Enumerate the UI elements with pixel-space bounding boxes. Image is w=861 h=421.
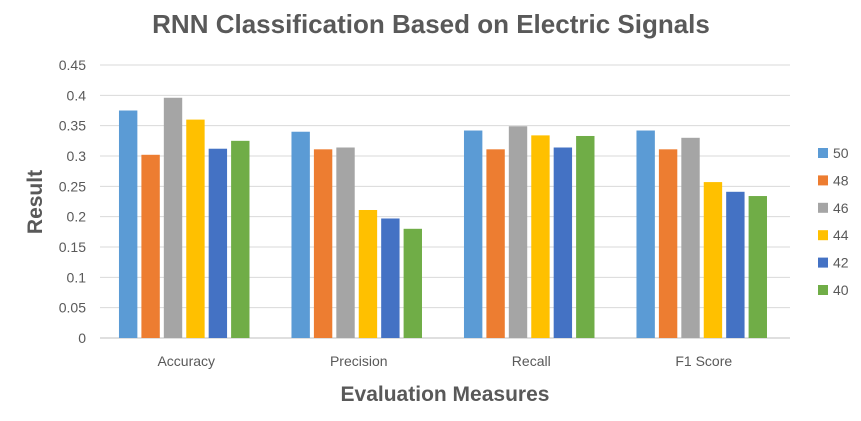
bar-f1-score-50 [636,130,655,338]
x-tick-label: Precision [330,353,388,369]
legend-swatch [818,285,828,295]
y-tick-label: 0.05 [59,300,86,316]
legend-swatch [818,202,828,213]
bar-accuracy-44 [186,119,205,338]
legend-label: 42 [833,255,849,271]
x-tick-label: Recall [512,353,551,369]
legend-swatch [818,175,828,186]
bar-recall-48 [486,149,505,338]
y-tick-label: 0.1 [67,269,87,285]
legend-label: 48 [833,172,849,188]
legend-swatch [818,257,828,268]
bar-precision-40 [403,228,422,338]
bar-accuracy-42 [208,148,228,338]
y-tick-label: 0.25 [59,178,86,194]
bar-precision-46 [336,147,355,338]
bar-precision-50 [291,131,310,338]
bar-recall-46 [508,126,528,338]
bar-accuracy-50 [118,110,138,338]
y-tick-label: 0.45 [59,57,86,73]
y-tick-label: 0.2 [67,209,87,225]
legend-label: 44 [833,227,849,243]
bar-f1-score-42 [726,191,745,338]
bar-f1-score-48 [658,149,678,338]
bar-accuracy-48 [141,154,160,338]
legend-label: 46 [833,200,849,216]
bar-accuracy-40 [231,140,250,338]
bar-accuracy-46 [163,97,183,338]
x-axis-ticks: Accuracy Precision Recall F1 Score [157,353,732,369]
bar-precision-42 [381,218,400,338]
bar-recall-40 [576,135,595,338]
legend-swatch [818,148,828,158]
bar-recall-44 [531,135,550,338]
y-tick-label: 0.4 [67,87,87,103]
y-tick-label: 0.3 [67,148,87,164]
bar-recall-42 [553,147,573,338]
y-tick-label: 0.15 [59,239,86,255]
bars [118,97,767,338]
bar-precision-44 [358,209,378,338]
y-axis-ticks: 0 0.05 0.1 0.15 0.2 0.25 0.3 0.35 0.4 0.45 [59,57,86,346]
bar-f1-score-44 [703,182,723,338]
legend-label: 50 [833,145,849,161]
y-tick-label: 0 [78,330,86,346]
legend: 50 48 46 44 42 40 [818,145,849,298]
bar-f1-score-40 [748,196,767,338]
y-tick-label: 0.35 [59,118,86,134]
x-tick-label: Accuracy [157,353,215,369]
chart-title: RNN Classification Based on Electric Sig… [152,9,710,39]
x-tick-label: F1 Score [675,353,732,369]
y-axis-title: Result [24,170,47,234]
x-axis-title: Evaluation Measures [341,383,550,406]
bar-f1-score-46 [681,137,700,338]
legend-swatch [818,230,828,241]
legend-label: 40 [833,282,849,298]
bar-recall-50 [463,130,483,338]
bar-precision-48 [313,149,333,338]
